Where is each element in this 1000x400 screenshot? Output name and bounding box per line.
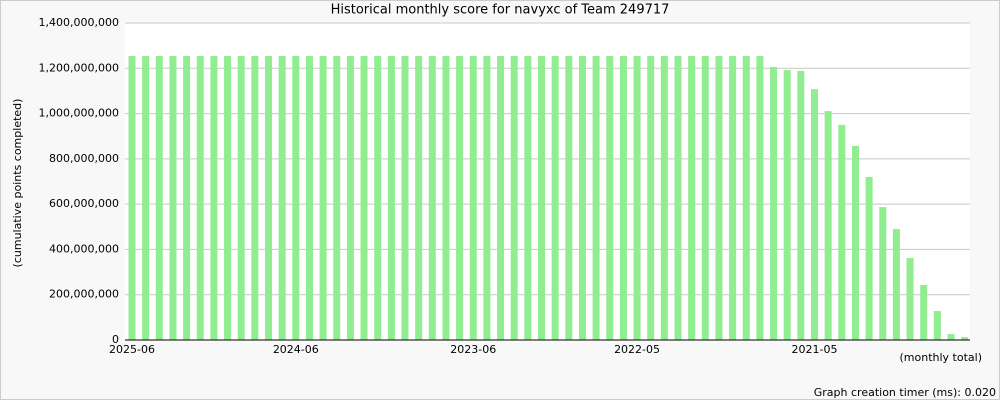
x-tick-label: 2022-05 — [614, 343, 660, 356]
x-tick-label: 2021-05 — [792, 343, 838, 356]
bar — [797, 71, 805, 340]
bar — [333, 56, 341, 341]
bar — [387, 56, 395, 341]
bar — [401, 56, 409, 341]
bar — [428, 56, 436, 341]
y-tick-label: 1,000,000,000 — [39, 107, 119, 120]
bar — [879, 207, 887, 340]
bar — [210, 56, 218, 341]
y-tick-label: 1,200,000,000 — [39, 61, 119, 74]
bar — [142, 56, 150, 341]
bar — [237, 56, 245, 341]
bar — [742, 56, 750, 341]
bar — [224, 56, 232, 341]
bar — [538, 56, 545, 341]
bar — [729, 56, 737, 341]
bar — [196, 56, 204, 341]
footer: Graph creation timer (ms): 0.020 — [814, 386, 996, 399]
bar — [510, 56, 518, 341]
bar — [633, 56, 641, 341]
y-tick-label: 0 — [112, 333, 119, 346]
bar — [483, 56, 491, 341]
bar — [851, 145, 859, 340]
bar — [783, 70, 791, 341]
bar — [456, 56, 464, 341]
bar — [756, 56, 764, 341]
bar — [920, 284, 928, 340]
bar — [933, 311, 941, 340]
chart-title: Historical monthly score for navyxc of T… — [331, 3, 670, 18]
bar — [319, 56, 327, 341]
bar — [906, 258, 914, 340]
x-axis-label: (monthly total) — [900, 351, 983, 364]
y-tick-label: 200,000,000 — [49, 288, 119, 301]
bar — [551, 56, 559, 341]
bar — [660, 56, 668, 341]
y-tick-label: 400,000,000 — [49, 242, 119, 255]
y-tick-label: 600,000,000 — [49, 197, 119, 210]
bar — [469, 56, 477, 341]
bar — [360, 56, 368, 341]
bar — [497, 56, 505, 341]
bar — [251, 56, 259, 341]
y-axis-label: (cumulative points completed) — [11, 99, 24, 268]
bar — [947, 334, 955, 340]
bar — [278, 56, 286, 341]
bar — [865, 176, 873, 340]
y-tick-label: 800,000,000 — [49, 152, 119, 165]
bar — [524, 56, 532, 341]
bar — [619, 56, 627, 341]
bar — [128, 56, 136, 341]
x-tick-label: 2024-06 — [273, 343, 319, 356]
bar — [674, 56, 682, 341]
bar — [824, 111, 832, 340]
bar — [892, 229, 900, 340]
bar — [606, 56, 614, 341]
bar — [415, 56, 423, 341]
bar — [183, 56, 191, 341]
bar — [346, 56, 354, 341]
bar — [292, 56, 300, 341]
bar — [811, 89, 818, 340]
bar — [265, 56, 272, 341]
bar — [688, 56, 696, 341]
x-tick-label: 2025-06 — [109, 343, 155, 356]
bar — [169, 56, 177, 341]
bar — [155, 56, 163, 341]
y-tick-label: 1,400,000,000 — [39, 16, 119, 29]
bar — [701, 56, 709, 341]
bar — [374, 56, 382, 341]
bar — [715, 56, 723, 341]
bar — [578, 56, 586, 341]
bar — [305, 56, 313, 341]
bar — [961, 337, 969, 340]
bar — [647, 56, 655, 341]
x-tick-label: 2023-06 — [450, 343, 496, 356]
bar — [442, 56, 450, 341]
bar — [838, 124, 846, 341]
bar — [770, 66, 778, 341]
bar — [565, 56, 573, 341]
bar — [592, 56, 600, 341]
